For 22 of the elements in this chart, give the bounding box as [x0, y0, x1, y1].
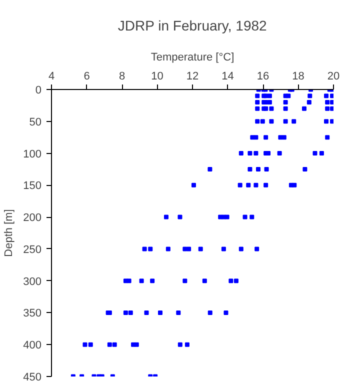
chart-title: JDRP in February, 1982 — [118, 18, 268, 34]
x-tick-label: 10 — [151, 70, 164, 82]
y-tick-label: 300 — [23, 276, 42, 288]
y-tick-label: 50 — [29, 116, 42, 128]
y-axis-title: Depth [m] — [3, 209, 16, 257]
y-tick-label: 0 — [35, 84, 42, 96]
x-tick-label: 18 — [292, 70, 304, 82]
y-tick-label: 100 — [23, 148, 42, 160]
y-tick-label: 250 — [23, 244, 42, 256]
y-tick-label: 450 — [23, 372, 42, 384]
x-tick-label: 14 — [222, 70, 234, 82]
x-tick-label: 16 — [256, 70, 270, 82]
x-tick-label: 12 — [186, 70, 199, 82]
y-tick-label: 200 — [23, 212, 42, 224]
x-tick-label: 8 — [118, 70, 126, 82]
y-tick-label: 400 — [23, 340, 42, 352]
y-tick-label: 150 — [23, 180, 42, 192]
x-tick-label: 6 — [84, 70, 90, 82]
x-tick-label: 20 — [327, 70, 340, 82]
y-tick-label: 350 — [23, 308, 42, 320]
x-tick-label: 4 — [48, 70, 55, 82]
x-axis-title: Temperature [°C] — [150, 52, 234, 64]
